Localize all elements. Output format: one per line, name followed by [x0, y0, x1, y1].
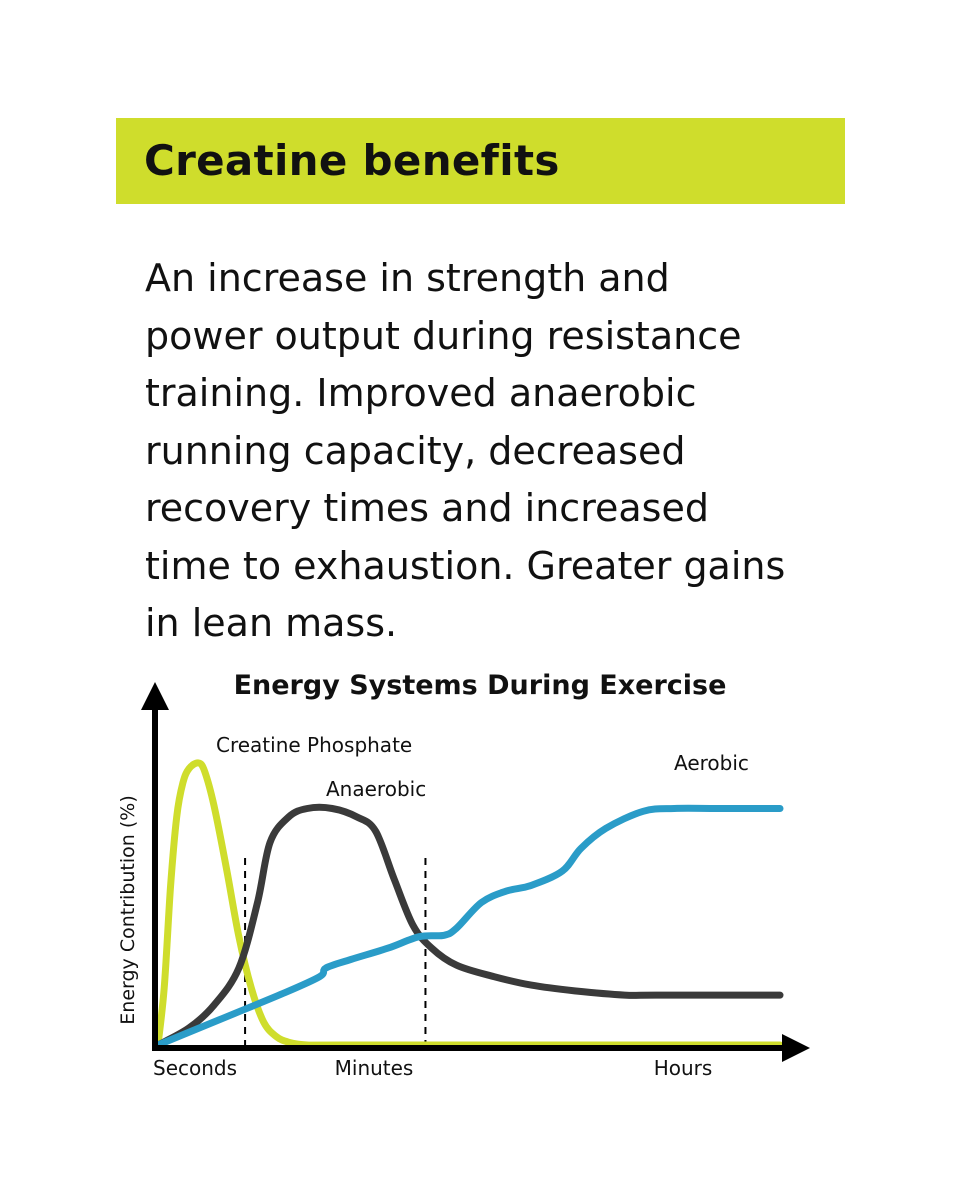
paragraph-line: An increase in strength and [145, 256, 670, 300]
series-label-aerobic: Aerobic [674, 751, 749, 775]
y-axis-label: Energy Contribution (%) [117, 795, 139, 1024]
series-label-creatine-phosphate: Creatine Phosphate [216, 733, 412, 757]
series-line-anaerobic [154, 803, 784, 1049]
series-label-anaerobic: Anaerobic [326, 777, 426, 801]
y-axis-arrow-icon [141, 682, 169, 710]
paragraph-line: in lean mass. [145, 601, 398, 645]
x-axis-arrow-icon [782, 1034, 810, 1062]
paragraph-line: power output during resistance [145, 313, 742, 358]
paragraph-line: training. Improved anaerobic [145, 371, 697, 415]
paragraph-line: time to exhaustion. Greater gains [145, 543, 786, 588]
chart-title: Energy Systems During Exercise [234, 670, 727, 701]
series-lines [154, 759, 784, 1049]
paragraph-line: running capacity, decreased [145, 428, 686, 473]
x-tick-label-minutes: Minutes [335, 1056, 414, 1080]
paragraph-line: recovery times and increased [145, 486, 709, 530]
x-tick-label-seconds: Seconds [153, 1056, 237, 1080]
energy-systems-chart: Energy Systems During Exercise Energy Co… [117, 670, 810, 1080]
series-line-aerobic [154, 804, 784, 1049]
page-title: Creatine benefits [144, 136, 560, 185]
x-tick-label-hours: Hours [654, 1056, 713, 1080]
benefits-paragraph: An increase in strength and power output… [145, 250, 845, 653]
title-banner: Creatine benefits [116, 118, 845, 204]
